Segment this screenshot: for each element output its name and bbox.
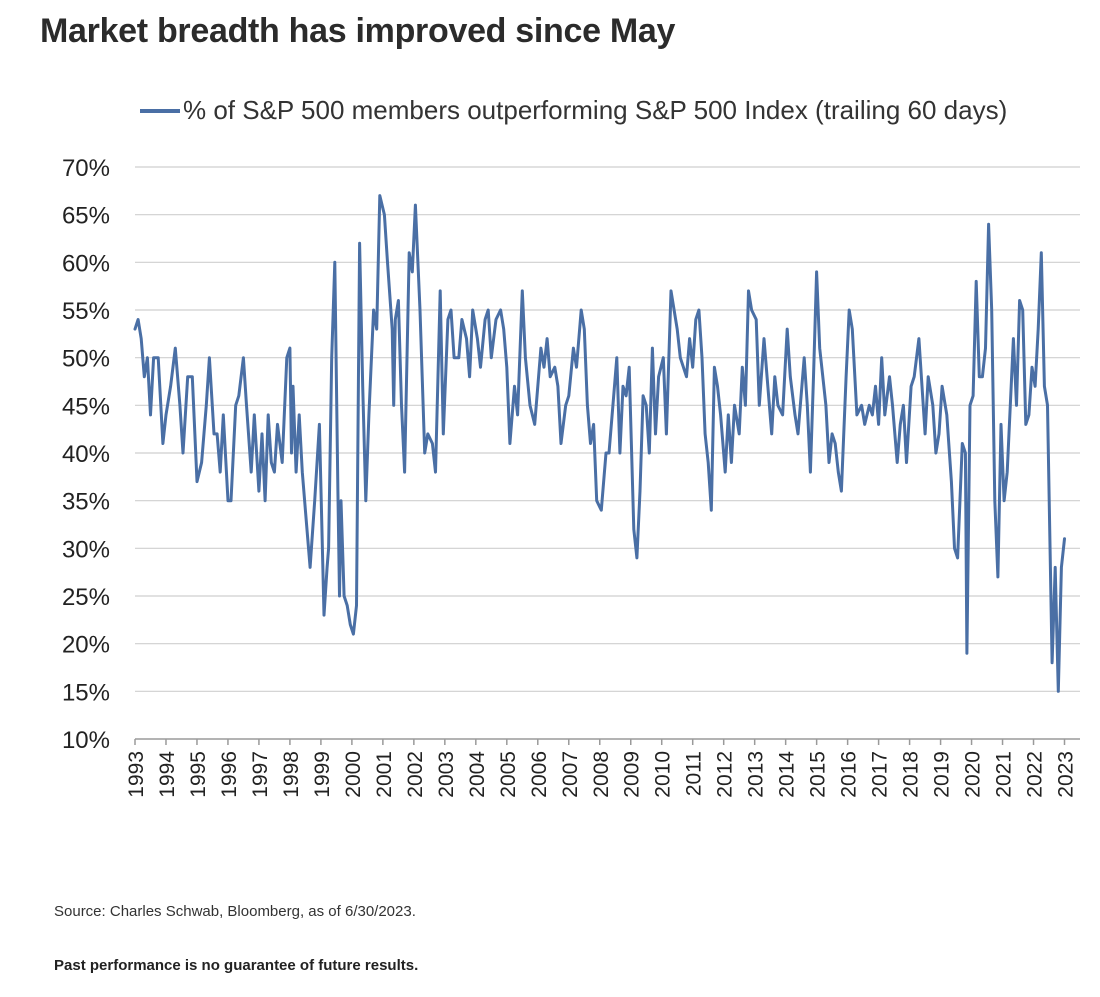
y-tick-label: 40% [62, 441, 110, 468]
source-note: Source: Charles Schwab, Bloomberg, as of… [54, 903, 416, 920]
x-tick-label: 1996 [218, 751, 241, 798]
x-tick-label: 2000 [342, 751, 365, 798]
legend-label: % of S&P 500 members outperforming S&P 5… [183, 95, 1007, 125]
x-tick-label: 2011 [683, 751, 706, 796]
y-tick-label: 30% [62, 536, 110, 563]
x-tick-label: 2006 [528, 751, 551, 798]
series-line [135, 196, 1065, 692]
x-tick-label: 2009 [621, 751, 644, 798]
x-tick-label: 1998 [280, 751, 303, 798]
y-tick-label: 65% [62, 203, 110, 230]
x-tick-label: 2012 [714, 751, 737, 798]
x-tick-label: 2018 [900, 751, 923, 798]
y-tick-label: 10% [62, 727, 110, 754]
page-title: Market breadth has improved since May [40, 12, 675, 51]
x-tick-label: 2008 [590, 751, 613, 798]
x-tick-label: 1999 [311, 751, 334, 798]
y-tick-label: 25% [62, 584, 110, 611]
x-tick-label: 2019 [931, 751, 954, 798]
y-tick-label: 70% [62, 155, 110, 182]
x-tick-label: 2015 [807, 751, 830, 798]
disclaimer-note: Past performance is no guarantee of futu… [54, 957, 418, 974]
line-chart: % of S&P 500 members outperforming S&P 5… [0, 80, 1100, 860]
x-tick-label: 2005 [497, 751, 520, 798]
x-tick-label: 1997 [249, 751, 272, 798]
x-tick-label: 2020 [962, 751, 985, 798]
y-tick-label: 20% [62, 632, 110, 659]
x-tick-label: 2021 [993, 751, 1016, 798]
chart-area: % of S&P 500 members outperforming S&P 5… [0, 80, 1100, 860]
x-tick-label: 2010 [652, 751, 675, 798]
x-tick-label: 2003 [435, 751, 458, 798]
x-tick-label: 2001 [373, 751, 396, 798]
y-axis-ticks: 10% 15% 20% 25% 30% 35% 40% 45% 50% 55% 60% 65% 70% [62, 155, 110, 754]
x-tick-label: 2004 [466, 751, 489, 798]
legend: % of S&P 500 members outperforming S&P 5… [140, 95, 1007, 125]
y-tick-label: 15% [62, 679, 110, 706]
x-tick-label: 1994 [156, 751, 179, 798]
x-axis-ticks: 1993 1994 1995 1996 1997 1998 1999 2000 2001 2002… [125, 739, 1078, 798]
y-tick-label: 55% [62, 298, 110, 325]
x-tick-label: 2014 [776, 751, 799, 798]
x-tick-label: 2017 [869, 751, 892, 798]
x-tick-label: 2013 [745, 751, 768, 798]
x-tick-label: 2016 [838, 751, 861, 798]
y-tick-label: 45% [62, 393, 110, 420]
x-tick-label: 2007 [559, 751, 582, 798]
series-group [135, 196, 1065, 692]
x-tick-label: 2002 [404, 751, 427, 798]
y-tick-label: 60% [62, 250, 110, 277]
x-tick-label: 1993 [125, 751, 148, 798]
y-tick-label: 50% [62, 346, 110, 373]
x-tick-label: 1995 [187, 751, 210, 798]
x-tick-label: 2022 [1024, 751, 1047, 798]
y-tick-label: 35% [62, 489, 110, 516]
x-tick-label: 2023 [1055, 751, 1078, 798]
